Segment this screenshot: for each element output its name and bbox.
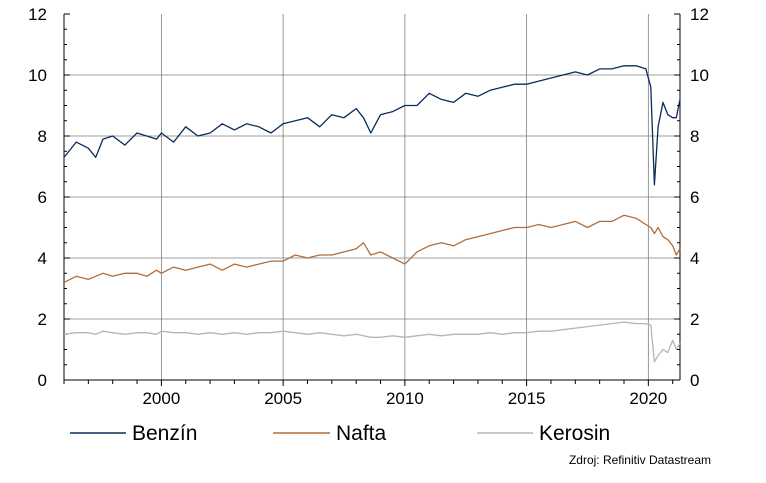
y-tick-label-left: 2 [38,310,47,329]
y-tick-label-right: 0 [690,371,699,390]
series-line-2 [63,321,681,363]
legend-label-0: Benzín [132,422,197,445]
series-lines [63,65,681,363]
y-tick-label-left: 8 [38,127,47,146]
series-line-1 [63,214,681,283]
legend-label-2: Kerosin [539,422,610,445]
y-tick-label-left: 4 [38,249,47,268]
y-tick-label-right: 10 [690,66,709,85]
y-tick-label-left: 12 [28,5,47,24]
x-tick-label: 2005 [264,389,302,408]
y-tick-label-right: 4 [690,249,699,268]
source-note: Zdroj: Refinitiv Datastream [569,453,711,467]
x-tick-label: 2020 [629,389,667,408]
y-tick-label-right: 2 [690,310,699,329]
x-tick-label: 2015 [508,389,546,408]
y-tick-label-left: 10 [28,66,47,85]
legend-label-1: Nafta [336,422,387,445]
tick-labels: 0 0 2 2 4 4 6 6 8 8 10 10 12 12 2000 2005 2010 2015 2020 [28,5,709,408]
y-tick-label-right: 8 [690,127,699,146]
x-tick-label: 2010 [386,389,424,408]
y-tick-label-left: 0 [38,371,47,390]
x-tick-label: 2000 [142,389,180,408]
legend: Benzín Nafta Kerosin [70,422,610,445]
axes [63,13,681,386]
series-line-0 [63,65,681,186]
y-tick-label-right: 12 [690,5,709,24]
y-tick-label-right: 6 [690,188,699,207]
y-tick-label-left: 6 [38,188,47,207]
grid [64,14,680,380]
